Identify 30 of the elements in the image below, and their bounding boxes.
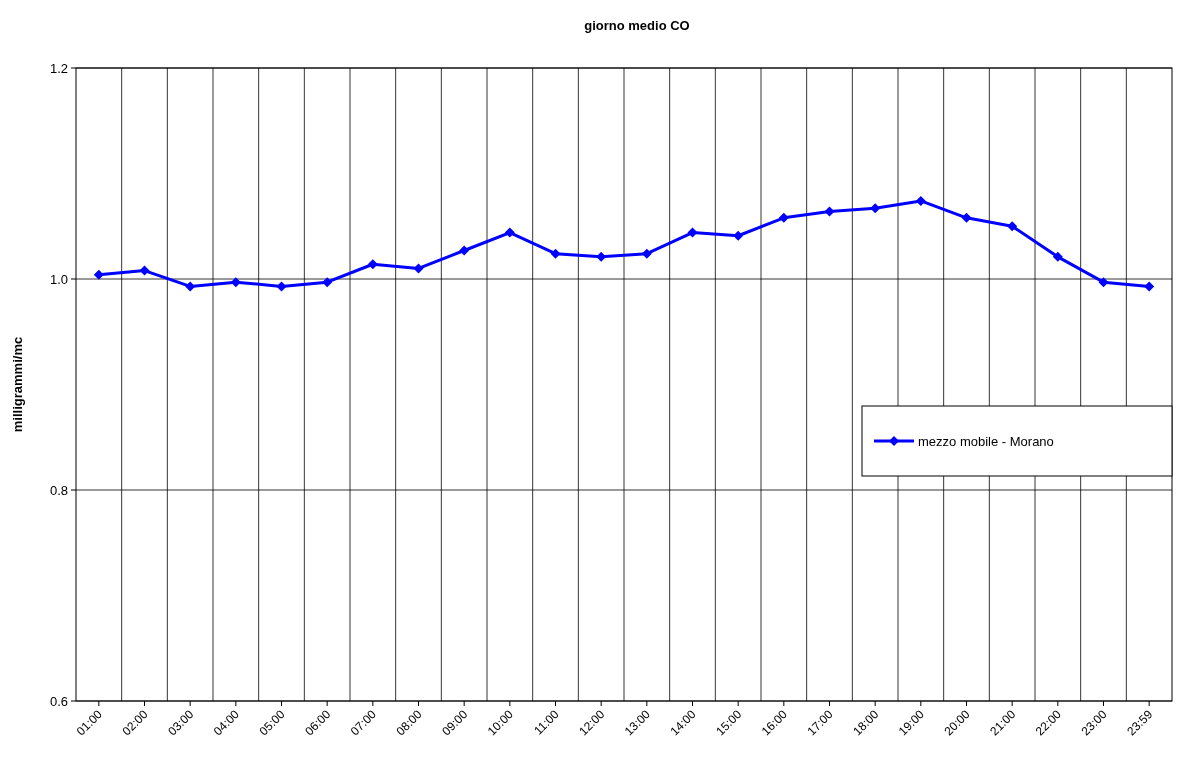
y-tick-label: 1.2 bbox=[49, 60, 68, 76]
point bbox=[459, 245, 470, 256]
point bbox=[230, 277, 241, 288]
point bbox=[139, 265, 150, 276]
point bbox=[1007, 221, 1018, 232]
point bbox=[824, 206, 835, 217]
point bbox=[1052, 251, 1063, 262]
point bbox=[961, 212, 972, 223]
point bbox=[915, 195, 926, 206]
point bbox=[367, 259, 378, 270]
point bbox=[322, 277, 333, 288]
y-tick-label: 1.0 bbox=[49, 271, 68, 287]
point bbox=[1098, 277, 1109, 288]
point bbox=[870, 203, 881, 214]
point bbox=[687, 227, 698, 238]
chart-title: giorno medio CO bbox=[584, 18, 690, 33]
y-tick-label: 0.6 bbox=[49, 693, 68, 709]
point bbox=[641, 248, 652, 259]
point bbox=[778, 212, 789, 223]
point bbox=[413, 263, 424, 274]
y-tick-label: 0.8 bbox=[49, 482, 68, 498]
point bbox=[93, 269, 104, 280]
legend-label: mezzo mobile - Morano bbox=[918, 433, 1054, 449]
point bbox=[1144, 281, 1155, 292]
point bbox=[504, 227, 515, 238]
point bbox=[185, 281, 196, 292]
point bbox=[733, 230, 744, 241]
y-axis-title: milligrammi/mc bbox=[10, 336, 25, 433]
point bbox=[550, 248, 561, 259]
point bbox=[276, 281, 287, 292]
